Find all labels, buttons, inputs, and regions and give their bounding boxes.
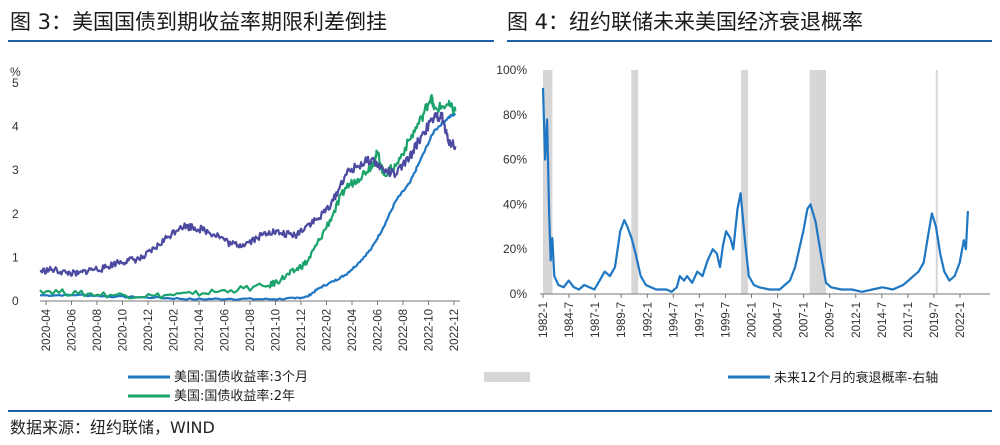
x-tick-label: 2021-06 (220, 309, 232, 351)
x-tick-label: 2022-02 (322, 309, 334, 351)
y-tick-label: 40% (503, 197, 527, 211)
y-tick-label: 20% (503, 242, 527, 256)
x-axis-tick-labels: 2020-04 2020-06 2020-08 2020-10 2020-12 2021-… (41, 301, 461, 351)
recession-band (741, 70, 748, 294)
x-axis-tick-labels: 1982-1 1984-7 1987-1 1989-7 1992-1 1994-7 1997… (538, 294, 967, 338)
x-tick-label: 1992-1 (642, 302, 654, 338)
recession-band (935, 70, 938, 294)
y-tick-label: 3 (12, 163, 19, 177)
series-line (39, 93, 457, 300)
x-tick-label: 2004-7 (773, 302, 785, 338)
y-axis-unit-label: % (10, 65, 21, 79)
series-line (39, 111, 457, 277)
recession-bands (543, 70, 938, 294)
x-tick-label: 2020-10 (118, 309, 130, 351)
legend: 未来12个月的衰退概率-右轴 (484, 370, 938, 386)
x-tick-label: 2021-10 (271, 309, 283, 351)
x-tick-label: 1999-7 (720, 302, 732, 338)
x-tick-label: 2022-04 (347, 308, 359, 351)
x-tick-label: 1987-1 (590, 302, 602, 338)
series-lines (39, 93, 457, 301)
y-tick-label: 0 (12, 294, 19, 308)
y-axis-tick-labels: 0% 20% 40% 60% 80% 100% (496, 63, 527, 301)
x-tick-label: 2002-1 (747, 302, 759, 338)
x-tick-label: 2021-12 (296, 309, 308, 351)
y-tick-label: 1 (12, 250, 19, 264)
x-tick-label: 2007-1 (799, 302, 811, 338)
series-lines (541, 87, 969, 293)
x-tick-label: 2020-06 (67, 309, 79, 351)
x-tick-label: 1982-1 (538, 302, 550, 338)
x-tick-label: 2017-1 (903, 302, 915, 338)
y-tick-label: 4 (12, 120, 19, 134)
y-tick-label: 100% (496, 63, 527, 77)
legend-label: 美国:国债收益率:2年 (174, 388, 295, 404)
footer-rule (8, 410, 992, 412)
y-axis-ticks: 0 1 2 3 4 5 (12, 76, 19, 308)
title-underline-left (8, 40, 494, 42)
x-tick-label: 2020-04 (41, 308, 53, 351)
x-tick-label: 2020-08 (92, 309, 104, 351)
y-tick-label: 80% (503, 108, 527, 122)
x-tick-label: 2009-7 (825, 302, 837, 338)
series-line (40, 112, 457, 301)
x-tick-label: 2014-7 (877, 302, 889, 338)
y-tick-label: 2 (12, 207, 19, 221)
x-tick-label: 2022-1 (955, 302, 967, 338)
x-tick-label: 1989-7 (616, 302, 628, 338)
recession-band (631, 70, 639, 294)
legend-label: 美国:国债收益率:3个月 (174, 369, 308, 385)
x-tick-label: 2021-04 (194, 308, 206, 351)
recession-band (809, 70, 826, 294)
x-tick-label: 2020-12 (143, 309, 155, 351)
y-tick-label: 60% (503, 153, 527, 167)
data-source: 数据来源：纽约联储，WIND (10, 418, 215, 437)
legend-label: 未来12个月的衰退概率-右轴 (774, 370, 938, 386)
y-tick-label: 5 (12, 76, 19, 90)
legend-swatch-recession (484, 372, 530, 382)
title-underline-right (507, 40, 992, 42)
x-tick-label: 2022-06 (373, 309, 385, 351)
x-tick-label: 2019-7 (929, 302, 941, 338)
recession-probability-chart: 0%20%40%60%80%100% 1982-1 1984-7 1987-1 198… (484, 63, 990, 386)
x-tick-label: 1984-7 (564, 302, 576, 338)
x-tick-label: 2021-08 (245, 309, 257, 351)
x-tick-label: 2012-1 (851, 302, 863, 338)
x-tick-label: 1994-7 (668, 302, 680, 338)
x-tick-label: 2022-10 (424, 309, 436, 351)
figure3-title: 图 3：美国国债到期收益率期限利差倒挂 (10, 10, 388, 34)
x-tick-label: 1997-1 (694, 302, 706, 338)
x-tick-label: 2022-08 (398, 309, 410, 351)
figure4-title: 图 4：纽约联储未来美国经济衰退概率 (507, 10, 864, 34)
y-tick-label: 0% (510, 287, 528, 301)
x-tick-label: 2021-02 (169, 309, 181, 351)
series-line (541, 87, 969, 293)
x-tick-label: 2022-12 (449, 309, 461, 351)
